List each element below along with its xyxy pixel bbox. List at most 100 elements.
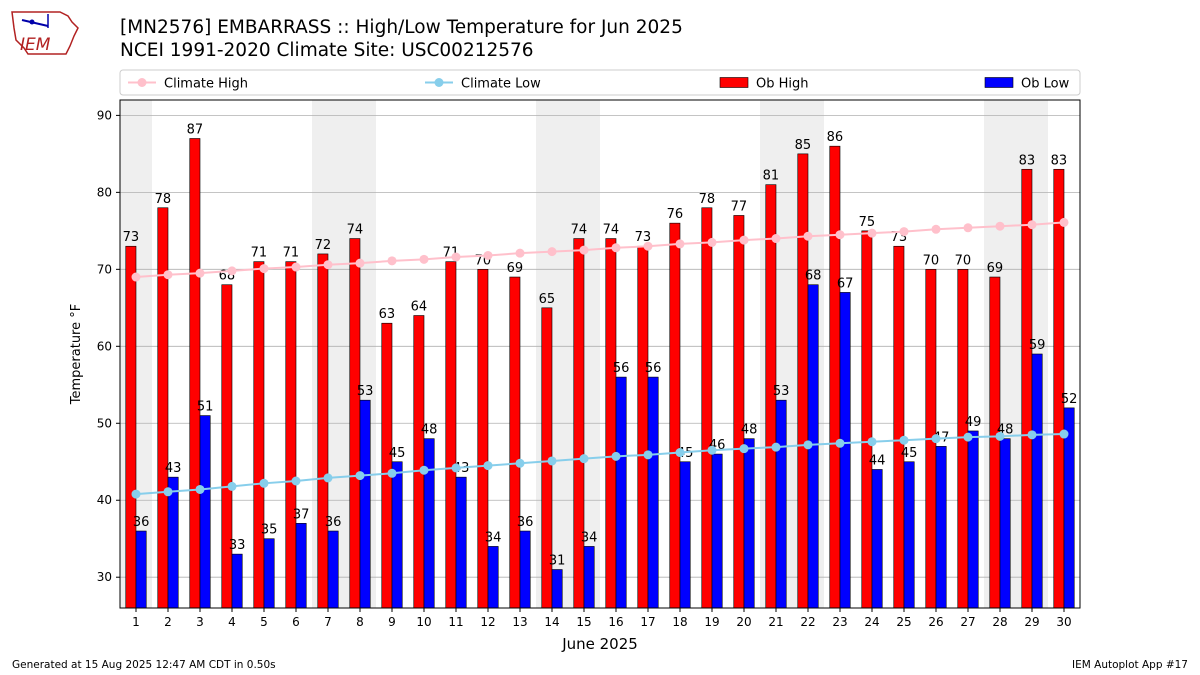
ob-low-bar	[743, 438, 755, 609]
ob-high-bar	[285, 261, 297, 609]
ob-high-label: 86	[827, 130, 844, 145]
climate-low-point	[483, 461, 493, 471]
ob-low-bar	[199, 415, 211, 609]
legend-climate-low-label: Climate Low	[461, 77, 541, 92]
legend-climate-low-marker	[434, 78, 444, 87]
ob-high-label: 78	[699, 192, 716, 207]
ob-low-bar	[935, 446, 947, 609]
ob-low-bar	[1031, 353, 1043, 609]
x-tick-label: 3	[196, 615, 204, 629]
x-tick-label: 10	[416, 615, 431, 629]
x-tick-label: 24	[864, 615, 879, 629]
ob-low-label: 36	[517, 515, 534, 530]
climate-high-point	[291, 262, 301, 272]
ob-high-bar	[1053, 168, 1065, 609]
x-tick-label: 19	[704, 615, 719, 629]
ob-low-label: 53	[357, 384, 374, 399]
ob-high-label: 87	[187, 122, 204, 137]
y-tick-label: 30	[97, 570, 112, 584]
x-tick-label: 5	[260, 615, 268, 629]
climate-low-point	[131, 489, 141, 499]
ob-high-bar	[605, 238, 617, 609]
ob-low-bar	[551, 569, 563, 609]
ob-high-bar	[381, 322, 393, 609]
climate-high-point	[515, 248, 525, 258]
ob-low-bar	[647, 376, 659, 609]
climate-high-point	[163, 270, 173, 280]
climate-low-point	[643, 450, 653, 460]
climate-low-point	[995, 431, 1005, 441]
ob-low-label: 67	[837, 276, 854, 291]
ob-high-label: 70	[955, 253, 972, 268]
climate-high-point	[867, 228, 877, 238]
chart-title: [MN2576] EMBARRASS :: High/Low Temperatu…	[120, 17, 683, 38]
climate-low-point	[1027, 430, 1037, 440]
ob-low-bar	[775, 399, 787, 609]
x-tick-label: 15	[576, 615, 591, 629]
ob-low-bar	[583, 546, 595, 609]
ob-high-label: 74	[347, 223, 364, 238]
ob-low-bar	[263, 538, 275, 609]
x-tick-label: 18	[672, 615, 687, 629]
climate-low-point	[163, 487, 173, 497]
x-axis-label: June 2025	[561, 635, 638, 653]
x-tick-label: 21	[768, 615, 783, 629]
climate-high-point	[899, 227, 909, 237]
ob-low-label: 48	[741, 423, 758, 438]
ob-high-bar	[893, 245, 905, 609]
climate-high-line	[135, 221, 1065, 279]
ob-low-bar	[167, 476, 179, 609]
ob-high-bar	[733, 215, 745, 609]
x-tick-label: 30	[1056, 615, 1071, 629]
ob-high-label: 83	[1019, 153, 1036, 168]
ob-low-bar	[327, 530, 339, 609]
ob-low-label: 68	[805, 269, 822, 284]
climate-low-point	[803, 440, 813, 450]
ob-high-label: 74	[571, 223, 588, 238]
ob-low-label: 45	[901, 446, 918, 461]
x-tick-label: 1	[132, 615, 140, 629]
climate-high-point	[387, 256, 397, 266]
ob-high-bar	[221, 284, 233, 609]
logo-text: IEM	[20, 35, 51, 55]
y-tick-label: 70	[97, 262, 112, 276]
legend-ob-high-label: Ob High	[756, 77, 809, 92]
climate-high-point	[931, 224, 941, 234]
ob-low-bar	[679, 461, 691, 609]
ob-low-label: 31	[549, 554, 566, 569]
ob-high-label: 72	[315, 238, 332, 253]
legend-climate-high-label: Climate High	[164, 77, 248, 92]
y-tick-label: 90	[97, 108, 112, 122]
ob-high-bar	[861, 230, 873, 609]
ob-high-label: 64	[411, 300, 428, 315]
ob-high-bar	[669, 222, 681, 609]
climate-high-point	[547, 247, 557, 257]
climate-low-point	[451, 463, 461, 473]
legend-climate-high-marker	[137, 78, 147, 87]
ob-low-label: 59	[1029, 338, 1046, 353]
climate-low-point	[547, 456, 557, 466]
climate-high-point	[995, 221, 1005, 231]
ob-low-label: 49	[965, 415, 982, 430]
ob-high-label: 81	[763, 169, 780, 184]
y-tick-label: 60	[97, 339, 112, 353]
ob-high-label: 77	[731, 199, 748, 214]
climate-low-point	[387, 468, 397, 478]
climate-high-point	[803, 231, 813, 241]
ob-high-label: 69	[507, 261, 524, 276]
ob-low-bar	[615, 376, 627, 609]
legend-ob-low-swatch	[984, 77, 1014, 88]
climate-high-point	[323, 260, 333, 270]
ob-high-label: 73	[123, 230, 140, 245]
ob-high-label: 70	[923, 253, 940, 268]
climate-high-point	[835, 230, 845, 240]
x-tick-label: 16	[608, 615, 623, 629]
ob-high-bar	[573, 238, 585, 609]
ob-low-bar	[135, 530, 147, 609]
x-tick-label: 8	[356, 615, 364, 629]
ob-high-bar	[445, 261, 457, 609]
climate-low-point	[579, 454, 589, 464]
x-tick-label: 12	[480, 615, 495, 629]
y-tick-label: 40	[97, 493, 112, 507]
climate-high-point	[227, 266, 237, 276]
